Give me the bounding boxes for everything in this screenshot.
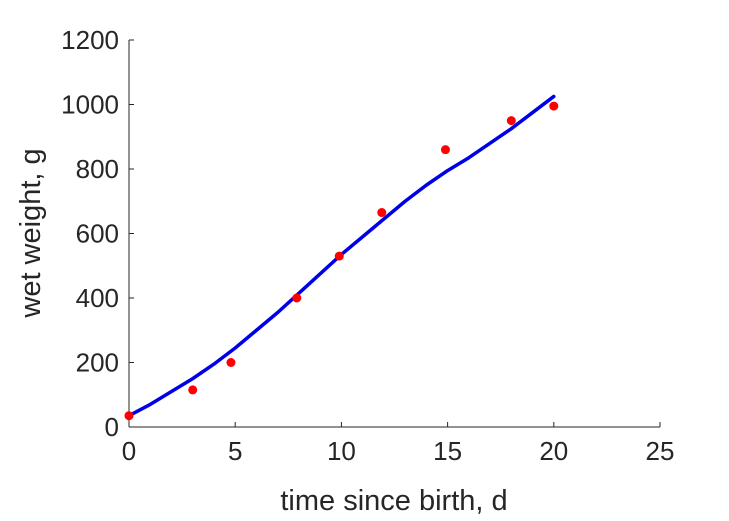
data-point [549,101,559,111]
x-axis-label: time since birth, d [280,485,507,517]
plot-area [124,94,559,421]
x-tick-label: 20 [539,436,568,466]
data-point [334,251,344,261]
data-point [440,145,450,155]
x-tick-label: 0 [122,436,136,466]
y-tick-label: 1200 [61,25,119,55]
data-point [506,116,516,126]
y-tick-label: 1000 [61,90,119,120]
x-ticks: 0 5 10 15 20 25 [122,422,675,466]
data-point [188,385,198,395]
data-point [124,411,134,421]
x-tick-label: 15 [433,436,462,466]
y-axis-label: wet weight, g [15,148,47,318]
data-point [292,293,302,303]
y-tick-label: 0 [105,412,119,442]
y-ticks: 0 200 400 600 800 1000 1200 [61,25,134,442]
data-point [226,358,236,367]
y-tick-label: 200 [76,348,119,378]
x-tick-label: 10 [327,436,356,466]
x-tick-label: 5 [228,436,242,466]
y-tick-label: 800 [76,154,119,184]
data-point [377,208,387,218]
y-tick-label: 600 [76,219,119,249]
x-tick-label: 25 [646,436,675,466]
y-tick-label: 400 [76,283,119,313]
